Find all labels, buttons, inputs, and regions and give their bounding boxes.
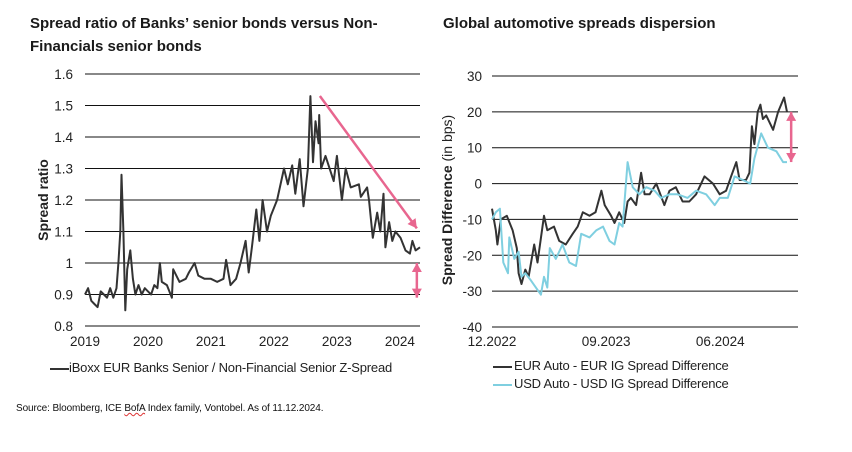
y-tick-label: 1 [65, 256, 73, 271]
x-tick-label: 2023 [322, 334, 352, 349]
left-x-axis-ticks: 2019 2020 2021 2022 2023 2024 [70, 334, 415, 349]
y-tick-label: 0 [474, 177, 482, 192]
right-y-axis-ticks: -40 -30 -20 -10 0 10 20 30 [462, 69, 482, 335]
x-tick-label: 2022 [259, 334, 289, 349]
y-tick-label: -40 [462, 320, 482, 335]
left-series [84, 95, 421, 312]
left-chart-title: Spread ratio of Banks’ senior bonds vers… [30, 15, 378, 55]
y-tick-label: -20 [462, 248, 482, 263]
left-y-axis-title: Spread ratio [35, 159, 51, 241]
right-chart-title: Global automotive spreads dispersion [443, 15, 716, 32]
y-tick-label: 1.4 [54, 130, 73, 145]
gap-double-arrow-head [411, 288, 422, 298]
source-text-start: Source: Bloomberg, ICE [16, 403, 125, 414]
right-gridlines [492, 75, 798, 328]
y-tick-label: 1.3 [54, 162, 73, 177]
trend-arrow-head [407, 218, 417, 229]
y-tick-label: 1.1 [54, 225, 73, 240]
legend-swatch-banks-ratio [50, 368, 69, 370]
x-tick-label: 12.2022 [468, 334, 517, 349]
gap-double-arrow-head [786, 153, 797, 163]
y-tick-label: 0.9 [54, 288, 73, 303]
y-tick-label: -30 [462, 284, 482, 299]
legend-swatch-usd-auto [493, 384, 512, 386]
right-series [491, 96, 788, 296]
left-annotations [318, 95, 422, 298]
y-tick-label: 1.6 [54, 67, 73, 82]
right-y-axis-title-unit: (in bps) [439, 115, 455, 166]
x-tick-label: 2019 [70, 334, 100, 349]
series-line-usd-auto [491, 132, 787, 296]
source-note: Source: Bloomberg, ICE BofA Index family… [16, 403, 323, 414]
gap-double-arrow-head [786, 111, 797, 121]
left-y-axis-ticks: 0.8 0.9 1 1.1 1.2 1.3 1.4 1.5 1.6 [54, 67, 73, 334]
x-tick-label: 2020 [133, 334, 163, 349]
y-tick-label: 30 [467, 69, 482, 84]
legend-label-banks-ratio: iBoxx EUR Banks Senior / Non-Financial S… [69, 360, 393, 375]
gap-double-arrow-head [411, 263, 422, 272]
left-gridlines [85, 73, 420, 327]
y-tick-label: 10 [467, 141, 482, 156]
series-line-banks-ratio [84, 95, 421, 312]
series-line-eur-auto [491, 96, 788, 285]
legend-label-usd-auto: USD Auto - USD IG Spread Difference [514, 376, 729, 391]
y-tick-label: 1.2 [54, 193, 73, 208]
legend-label-eur-auto: EUR Auto - EUR IG Spread Difference [514, 358, 729, 373]
trend-arrow [318, 95, 418, 230]
right-y-axis-title: Spread Difference (in bps) [439, 115, 455, 285]
right-y-axis-title-main: Spread Difference [439, 165, 455, 285]
y-tick-label: 1.5 [54, 99, 73, 114]
right-x-axis-ticks: 12.2022 09.2023 06.2024 [468, 334, 746, 349]
y-tick-label: -10 [462, 212, 482, 227]
y-tick-label: 20 [467, 105, 482, 120]
x-tick-label: 2021 [196, 334, 226, 349]
source-text-end: Index family, Vontobel. As of 11.12.2024… [145, 403, 324, 414]
x-tick-label: 2024 [385, 334, 416, 349]
x-tick-label: 06.2024 [696, 334, 745, 349]
right-annotations [786, 111, 797, 163]
legend-swatch-eur-auto [493, 366, 512, 368]
y-tick-label: 0.8 [54, 319, 73, 334]
source-flagged-word: BofA [124, 403, 146, 414]
x-tick-label: 09.2023 [582, 334, 631, 349]
